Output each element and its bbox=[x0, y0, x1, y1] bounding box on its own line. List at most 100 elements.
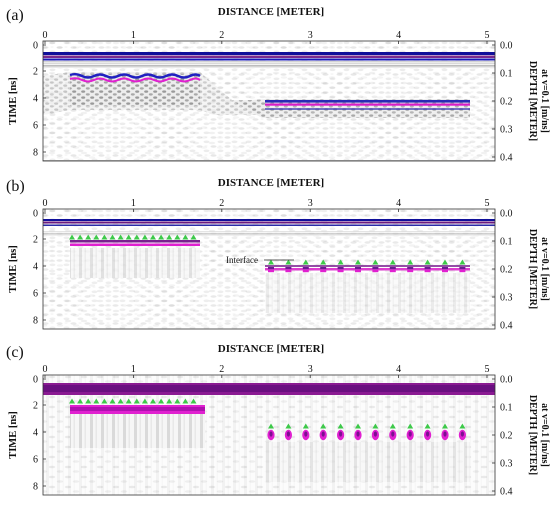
hyperbola-apex-lower bbox=[407, 270, 414, 273]
x-axis-title: DISTANCE [METER] bbox=[218, 177, 324, 189]
x-tick-label: 5 bbox=[485, 364, 490, 375]
peak-marker bbox=[337, 259, 344, 265]
depth-tick-label: 0.3 bbox=[500, 293, 513, 304]
hyperbola-apex bbox=[389, 267, 396, 270]
y-tick-label: 0 bbox=[33, 375, 38, 386]
x-tick-label: 4 bbox=[396, 30, 401, 41]
hyperbola-core bbox=[339, 431, 343, 437]
peak-marker bbox=[268, 259, 274, 265]
peak-marker bbox=[190, 398, 197, 404]
hyperbola-core bbox=[286, 431, 290, 437]
x-tick-label: 1 bbox=[131, 198, 136, 209]
peak-marker bbox=[389, 423, 396, 429]
hyperbola-apex-lower bbox=[442, 270, 448, 273]
hyperbola-core bbox=[373, 431, 377, 437]
peak-marker bbox=[117, 398, 124, 404]
x-axis: 0 1 2 3 4 5 bbox=[43, 198, 490, 212]
hyperbola-core bbox=[356, 431, 360, 437]
hyperbola-apex-lower bbox=[459, 270, 466, 273]
x-tick-label: 2 bbox=[219, 30, 224, 41]
hyperbola-apex bbox=[459, 267, 466, 270]
peak-marker bbox=[133, 234, 140, 240]
depth-tick-label: 0.0 bbox=[500, 375, 513, 386]
y-axis-left: 0 2 4 6 8 bbox=[33, 209, 46, 327]
hyperbola-apex bbox=[442, 267, 448, 270]
peak-marker bbox=[174, 398, 181, 404]
x-axis: 0 1 2 3 4 5 bbox=[43, 30, 490, 44]
x-tick-label: 2 bbox=[219, 364, 224, 375]
peak-marker bbox=[442, 423, 448, 429]
y-tick-label: 6 bbox=[33, 289, 38, 300]
hyperbola-core bbox=[391, 431, 395, 437]
x-tick-label: 5 bbox=[485, 30, 490, 41]
hyperbola-apex-lower bbox=[424, 270, 431, 273]
reflector-right bbox=[265, 100, 470, 110]
depth-tick-label: 0.4 bbox=[500, 487, 513, 498]
peak-marker bbox=[372, 423, 379, 429]
peak-marker bbox=[442, 259, 448, 265]
x-axis-title: DISTANCE [METER] bbox=[218, 343, 324, 355]
x-tick-label: 4 bbox=[396, 364, 401, 375]
x-tick-label: 1 bbox=[131, 364, 136, 375]
y-axis-title-velocity: at v=0.1 [m/ns] bbox=[539, 403, 550, 467]
hyperbola-apex bbox=[355, 267, 361, 270]
x-tick-label: 3 bbox=[308, 198, 313, 209]
hyperbola-core bbox=[426, 431, 430, 437]
hyperbola-core bbox=[269, 431, 273, 437]
peak-marker bbox=[150, 398, 156, 404]
hyperbola-apex-lower bbox=[268, 270, 274, 273]
y-axis-left: 0 2 4 6 8 bbox=[33, 41, 46, 159]
hyperbola-apex-lower bbox=[302, 270, 309, 273]
x-tick-label: 4 bbox=[396, 198, 401, 209]
reflector-left bbox=[70, 240, 200, 246]
hyperbola-core bbox=[321, 431, 325, 437]
peak-marker bbox=[109, 398, 116, 404]
y-tick-label: 6 bbox=[33, 121, 38, 132]
peak-marker bbox=[141, 398, 148, 404]
hyperbola-apex bbox=[320, 267, 327, 270]
y-axis-left: 0 2 4 6 8 bbox=[33, 375, 46, 493]
hyperbola-apex-lower bbox=[320, 270, 327, 273]
peak-marker bbox=[268, 423, 274, 429]
depth-tick-label: 0.4 bbox=[500, 153, 513, 164]
x-axis: 0 1 2 3 4 5 bbox=[43, 364, 490, 378]
peak-marker bbox=[77, 398, 84, 404]
peak-marker bbox=[101, 398, 108, 404]
x-tick-label: 3 bbox=[308, 364, 313, 375]
x-tick-label: 5 bbox=[485, 198, 490, 209]
peak-marker bbox=[424, 423, 431, 429]
peak-marker bbox=[459, 423, 466, 429]
direct-wave bbox=[43, 383, 495, 395]
peak-marker bbox=[389, 259, 396, 265]
peak-marker bbox=[158, 398, 165, 404]
depth-tick-label: 0.3 bbox=[500, 125, 513, 136]
peak-marker bbox=[355, 259, 361, 265]
peak-marker bbox=[182, 234, 189, 240]
peak-marker bbox=[302, 259, 309, 265]
peak-marker bbox=[166, 398, 173, 404]
peak-marker bbox=[101, 234, 108, 240]
y-axis-title-velocity: at v=0.1 [m/ns] bbox=[539, 69, 550, 133]
depth-tick-label: 0.2 bbox=[500, 265, 513, 276]
peak-marker bbox=[69, 398, 75, 404]
depth-tick-label: 0.4 bbox=[500, 321, 513, 332]
peak-marker bbox=[109, 234, 116, 240]
peak-marker bbox=[93, 234, 100, 240]
y-axis-title-depth: DEPTH [METER] bbox=[527, 61, 538, 141]
peak-marker bbox=[93, 398, 100, 404]
peak-marker bbox=[182, 398, 189, 404]
reflector-left bbox=[70, 405, 205, 414]
hyperbola-apex bbox=[302, 267, 309, 270]
panel-label: (a) bbox=[6, 7, 24, 24]
peak-marker bbox=[407, 423, 414, 429]
x-tick-label: 3 bbox=[308, 30, 313, 41]
peak-marker bbox=[302, 423, 309, 429]
y-tick-label: 4 bbox=[33, 94, 38, 105]
direct-wave bbox=[43, 52, 495, 61]
x-tick-label: 1 bbox=[131, 30, 136, 41]
y-tick-label: 4 bbox=[33, 262, 38, 273]
hyperbola-apex-lower bbox=[372, 270, 379, 273]
y-axis-title-depth: DEPTH [METER] bbox=[527, 395, 538, 475]
y-tick-label: 8 bbox=[33, 482, 38, 493]
reflector-right bbox=[265, 265, 470, 271]
